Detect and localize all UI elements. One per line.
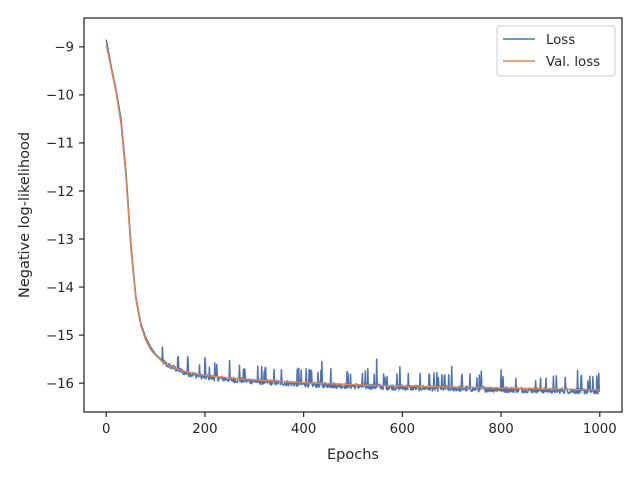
x-tick-label: 400 (291, 422, 316, 437)
axes: 0 200 400 600 800 1000 −9 −10 −11 −12 −13 −14 −15 −16 (46, 17, 623, 437)
y-tick-label: −15 (46, 329, 74, 344)
plot-frame (83, 17, 623, 413)
y-tick-label: −12 (46, 185, 74, 200)
x-tick-label: 1000 (583, 422, 617, 437)
y-tick-label: −9 (54, 41, 74, 56)
y-tick-label: −10 (46, 89, 74, 104)
y-tick-label: −14 (46, 281, 74, 296)
legend-label-val-loss: Val. loss (546, 55, 600, 70)
x-tick-label: 600 (390, 422, 415, 437)
series-line-loss (105, 39, 601, 395)
x-tick-label: 200 (192, 422, 217, 437)
legend: Loss Val. loss (496, 25, 616, 77)
y-tick-label: −13 (46, 233, 74, 248)
x-axis-label: Epochs (327, 447, 379, 463)
series-line-val-loss (105, 44, 600, 391)
y-axis-label: Negative log-likelihood (17, 132, 33, 298)
y-tick-label: −16 (46, 377, 74, 392)
x-tick-label: 800 (488, 422, 513, 437)
legend-label-loss: Loss (546, 33, 575, 48)
y-tick-label: −11 (46, 137, 74, 152)
plot-area (105, 39, 601, 395)
x-tick-label: 0 (102, 422, 110, 437)
